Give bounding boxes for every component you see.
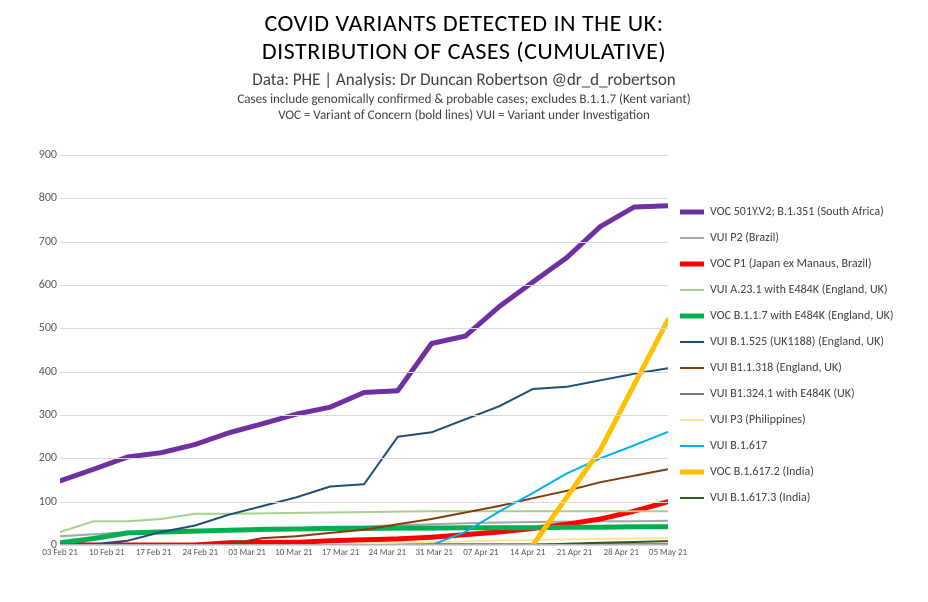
line-plot xyxy=(60,155,668,545)
y-tick-label: 400 xyxy=(39,365,57,379)
x-tick-label: 31 Mar 21 xyxy=(415,547,452,558)
gridline xyxy=(60,502,668,503)
legend: VOC 501Y.V2; B.1.351 (South Africa) VUI P… xyxy=(680,203,920,515)
legend-swatch xyxy=(680,232,704,244)
gridline xyxy=(60,285,668,286)
subtitle: Data: PHE | Analysis: Dr Duncan Robertso… xyxy=(0,69,928,90)
y-tick-label: 900 xyxy=(39,148,57,162)
y-tick-label: 100 xyxy=(39,495,57,509)
x-tick-label: 07 Apr 21 xyxy=(463,547,498,558)
legend-item: VUI B1.324.1 with E484K (UK) xyxy=(680,385,920,403)
x-tick-label: 17 Feb 21 xyxy=(136,547,172,558)
x-tick-label: 10 Mar 21 xyxy=(275,547,312,558)
legend-label: VUI B.1.617.3 (India) xyxy=(710,491,810,505)
chart-container: { "title_line1": "COVID VARIANTS DETECTE… xyxy=(0,0,928,602)
title-block: COVID VARIANTS DETECTED IN THE UK: DISTR… xyxy=(0,0,928,123)
legend-item: VUI B.1.525 (UK1188) (England, UK) xyxy=(680,333,920,351)
legend-label: VUI P3 (Philippines) xyxy=(710,413,806,427)
x-tick-label: 24 Mar 21 xyxy=(369,547,406,558)
x-axis: 03 Feb 2110 Feb 2117 Feb 2124 Feb 2103 M… xyxy=(60,547,668,561)
legend-swatch xyxy=(680,440,704,452)
legend-swatch xyxy=(680,310,704,322)
legend-label: VUI B1.324.1 with E484K (UK) xyxy=(710,387,855,401)
legend-item: VUI P2 (Brazil) xyxy=(680,229,920,247)
legend-label: VOC B.1.617.2 (India) xyxy=(710,465,814,479)
legend-item: VUI P3 (Philippines) xyxy=(680,411,920,429)
series-line xyxy=(60,206,668,481)
plot-area xyxy=(60,155,668,545)
legend-swatch xyxy=(680,414,704,426)
legend-item: VOC P1 (Japan ex Manaus, Brazil) xyxy=(680,255,920,273)
gridline xyxy=(60,242,668,243)
y-tick-label: 800 xyxy=(39,191,57,205)
gridline xyxy=(60,458,668,459)
x-tick-label: 03 Mar 21 xyxy=(228,547,265,558)
x-tick-label: 28 Apr 21 xyxy=(604,547,639,558)
x-tick-label: 05 May 21 xyxy=(649,547,687,558)
legend-swatch xyxy=(680,492,704,504)
legend-swatch xyxy=(680,258,704,270)
gridline xyxy=(60,415,668,416)
note-1: Cases include genomically confirmed & pr… xyxy=(0,92,928,107)
legend-item: VUI B.1.617.3 (India) xyxy=(680,489,920,507)
x-tick-label: 03 Feb 21 xyxy=(42,547,78,558)
y-tick-label: 200 xyxy=(39,451,57,465)
legend-swatch xyxy=(680,206,704,218)
gridline xyxy=(60,545,668,546)
y-tick-label: 600 xyxy=(39,278,57,292)
legend-item: VOC B.1.617.2 (India) xyxy=(680,463,920,481)
gridline xyxy=(60,372,668,373)
legend-label: VOC P1 (Japan ex Manaus, Brazil) xyxy=(710,257,872,271)
gridline xyxy=(60,155,668,156)
y-axis: 0100200300400500600700800900 xyxy=(30,155,60,545)
legend-item: VOC 501Y.V2; B.1.351 (South Africa) xyxy=(680,203,920,221)
chart-area: 0100200300400500600700800900 03 Feb 2110… xyxy=(30,155,668,560)
note-2: VOC = Variant of Concern (bold lines) VU… xyxy=(0,108,928,123)
legend-item: VUI B.1.617 xyxy=(680,437,920,455)
legend-item: VUI A.23.1 with E484K (England, UK) xyxy=(680,281,920,299)
legend-label: VUI P2 (Brazil) xyxy=(710,231,779,245)
legend-label: VUI B.1.617 xyxy=(710,439,767,453)
legend-swatch xyxy=(680,336,704,348)
legend-item: VUI B1.1.318 (England, UK) xyxy=(680,359,920,377)
legend-swatch xyxy=(680,362,704,374)
legend-label: VOC 501Y.V2; B.1.351 (South Africa) xyxy=(710,205,884,219)
gridline xyxy=(60,198,668,199)
x-tick-label: 21 Apr 21 xyxy=(557,547,592,558)
legend-label: VOC B.1.1.7 with E484K (England, UK) xyxy=(710,309,894,323)
legend-label: VUI B.1.525 (UK1188) (England, UK) xyxy=(710,335,884,349)
x-tick-label: 17 Mar 21 xyxy=(322,547,359,558)
legend-label: VUI A.23.1 with E484K (England, UK) xyxy=(710,283,888,297)
title-line-2: DISTRIBUTION OF CASES (CUMULATIVE) xyxy=(0,38,928,66)
x-tick-label: 24 Feb 21 xyxy=(183,547,219,558)
y-tick-label: 500 xyxy=(39,321,57,335)
y-tick-label: 300 xyxy=(39,408,57,422)
y-tick-label: 700 xyxy=(39,235,57,249)
x-tick-label: 14 Apr 21 xyxy=(510,547,545,558)
legend-label: VUI B1.1.318 (England, UK) xyxy=(710,361,842,375)
legend-swatch xyxy=(680,388,704,400)
title-line-1: COVID VARIANTS DETECTED IN THE UK: xyxy=(0,10,928,38)
gridline xyxy=(60,328,668,329)
x-tick-label: 10 Feb 21 xyxy=(89,547,125,558)
legend-item: VOC B.1.1.7 with E484K (England, UK) xyxy=(680,307,920,325)
legend-swatch xyxy=(680,284,704,296)
x-axis-line xyxy=(60,544,668,545)
legend-swatch xyxy=(680,466,704,478)
